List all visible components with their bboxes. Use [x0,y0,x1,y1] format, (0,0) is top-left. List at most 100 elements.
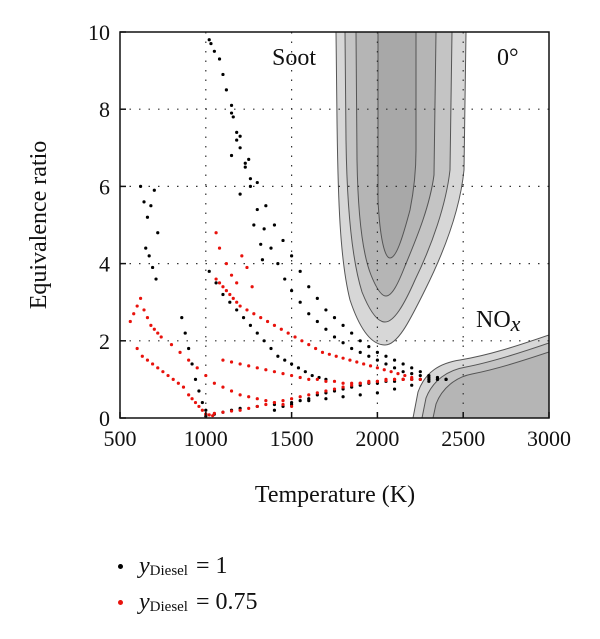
data-point-diesel-075 [217,281,222,285]
data-point-diesel-1 [290,254,294,258]
data-point-diesel-075 [140,354,144,358]
data-point-diesel-1 [281,238,285,243]
data-point-diesel-1 [238,192,242,196]
data-point-diesel-075 [135,346,139,351]
data-point-diesel-075 [298,395,302,399]
data-point-diesel-1 [151,265,155,270]
x-tick-label: 3000 [527,426,571,451]
data-point-diesel-075 [341,381,345,385]
data-point-diesel-1 [401,370,405,374]
nox-region [412,334,549,418]
data-point-diesel-075 [382,368,386,372]
data-point-diesel-1 [255,207,259,212]
data-point-diesel-1 [418,370,422,374]
data-point-diesel-1 [341,323,345,327]
data-point-diesel-1 [290,362,294,366]
data-point-diesel-1 [248,323,253,327]
chart-legend: y Diesel = 1 y Diesel = 0.75 [118,548,258,620]
data-point-diesel-075 [181,385,186,389]
data-point-diesel-1 [410,366,414,370]
data-point-diesel-1 [384,354,388,358]
data-point-diesel-1 [358,339,362,343]
y-axis-label: Equivalence ratio [26,141,52,310]
data-point-diesel-075 [401,377,405,381]
data-point-diesel-075 [320,350,325,354]
data-point-diesel-075 [176,381,180,385]
data-point-diesel-1 [401,362,405,366]
data-point-diesel-075 [193,400,198,405]
data-point-diesel-075 [161,370,165,374]
data-point-diesel-075 [272,323,277,327]
data-point-diesel-075 [250,285,254,289]
data-point-diesel-075 [214,277,218,281]
data-point-diesel-1 [187,346,191,351]
soot-region-core [377,32,417,259]
axis-ticks: 500 1000 1500 2000 2500 3000 0 2 4 6 8 10 [88,20,571,451]
data-point-diesel-075 [247,364,251,368]
data-point-diesel-1 [272,408,277,412]
data-point-diesel-1 [180,316,184,320]
y-tick-label: 0 [99,406,110,431]
data-point-diesel-1 [142,200,146,204]
data-point-diesel-1 [375,391,379,395]
data-point-diesel-075 [281,372,285,376]
legend-var: y [139,588,150,615]
data-point-diesel-075 [238,408,242,412]
data-point-diesel-075 [238,393,242,397]
data-point-diesel-1 [238,146,242,150]
y-tick-label: 8 [99,97,110,122]
data-point-diesel-1 [350,346,354,351]
data-point-diesel-1 [392,358,397,362]
data-point-diesel-075 [238,304,242,308]
data-point-diesel-1 [324,308,328,312]
data-point-diesel-1 [341,341,345,345]
data-point-diesel-1 [252,223,256,227]
data-point-diesel-075 [231,296,235,300]
scatter-points [128,38,448,418]
data-point-diesel-075 [156,366,160,370]
data-point-diesel-1 [152,188,156,192]
legend-marker-red [118,599,123,605]
data-point-diesel-1 [276,354,280,358]
data-point-diesel-075 [293,335,297,339]
data-point-diesel-075 [279,327,283,331]
x-tick-label: 1000 [184,426,228,451]
data-point-diesel-1 [262,227,266,231]
data-point-diesel-1 [283,277,287,281]
data-point-diesel-1 [224,88,228,92]
data-point-diesel-1 [298,399,302,403]
data-point-diesel-075 [327,352,331,356]
data-point-diesel-1 [444,377,448,381]
data-point-diesel-075 [341,356,345,360]
data-point-diesel-1 [358,350,362,354]
data-point-diesel-1 [248,184,253,188]
data-point-diesel-075 [204,373,208,378]
data-point-diesel-075 [396,372,400,376]
data-point-diesel-075 [350,381,354,385]
data-point-diesel-075 [307,343,311,347]
data-point-diesel-1 [214,281,218,285]
data-point-diesel-075 [159,335,163,339]
data-point-diesel-1 [272,223,277,227]
data-point-diesel-075 [171,377,175,381]
x-axis-label: Temperature (K) [255,482,415,508]
data-point-diesel-1 [410,383,414,387]
data-point-diesel-1 [183,331,187,335]
data-point-diesel-1 [193,377,198,381]
data-point-diesel-1 [221,292,225,297]
data-point-diesel-1 [303,370,307,374]
data-point-diesel-1 [228,300,232,304]
data-point-diesel-075 [224,262,228,266]
data-point-diesel-1 [229,103,234,107]
nox-region-inner [432,351,549,418]
y-tick-label: 10 [88,20,110,45]
x-tick-label: 2000 [355,426,399,451]
data-point-diesel-075 [240,254,244,258]
data-point-diesel-1 [235,308,239,312]
data-point-diesel-075 [197,404,201,409]
data-point-diesel-075 [314,346,318,351]
data-point-diesel-075 [247,406,251,410]
data-point-diesel-075 [334,354,338,358]
data-point-diesel-075 [252,312,256,316]
nox-label-sub: x [510,311,521,336]
